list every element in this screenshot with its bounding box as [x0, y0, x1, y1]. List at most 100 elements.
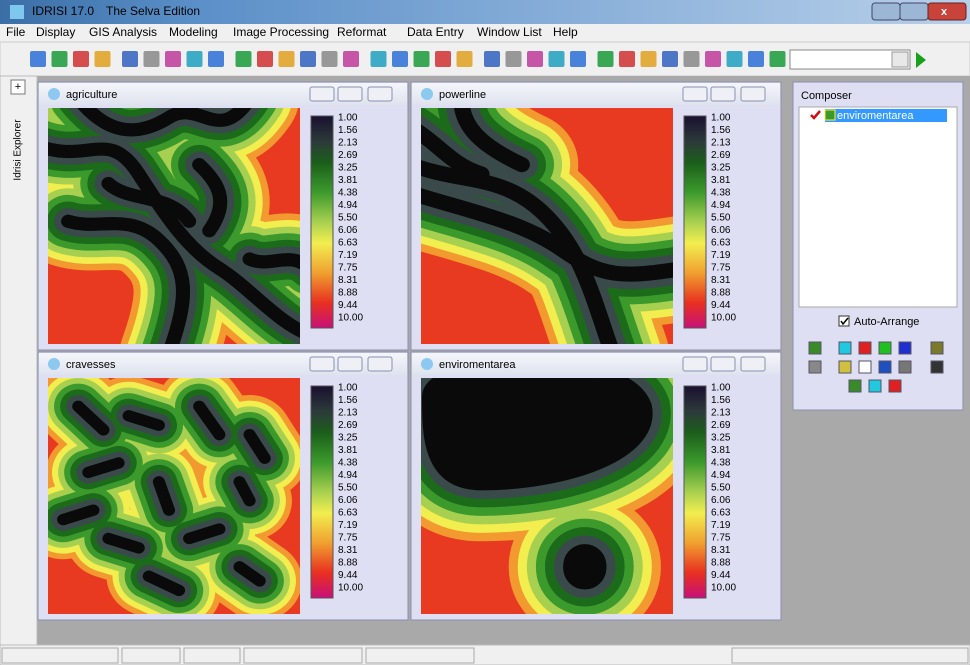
legend-label: 5.50	[711, 213, 731, 224]
toolbar-button[interactable]	[279, 51, 295, 67]
toolbar-button[interactable]	[30, 51, 46, 67]
toolbar-button[interactable]	[619, 51, 635, 67]
composer-tool[interactable]	[931, 342, 943, 354]
composer-tool[interactable]	[859, 361, 871, 373]
toolbar-button[interactable]	[165, 51, 181, 67]
close-button[interactable]	[368, 357, 392, 371]
legend-label: 4.94	[338, 470, 358, 481]
auto-arrange-checkbox[interactable]	[839, 316, 849, 326]
composer-tool[interactable]	[849, 380, 861, 392]
legend-label: 3.25	[338, 163, 358, 174]
composer-tool[interactable]	[809, 342, 821, 354]
minimize-button[interactable]	[872, 3, 900, 20]
maximize-button[interactable]	[711, 357, 735, 371]
composer-tool[interactable]	[899, 361, 911, 373]
toolbar-button[interactable]	[52, 51, 68, 67]
composer-tool[interactable]	[879, 342, 891, 354]
toolbar-button[interactable]	[187, 51, 203, 67]
menu-item[interactable]: Image Processing	[233, 25, 329, 39]
window-icon	[421, 358, 433, 370]
close-button[interactable]	[741, 87, 765, 101]
composer-tool[interactable]	[809, 361, 821, 373]
toolbar-button[interactable]	[435, 51, 451, 67]
legend-label: 1.56	[338, 125, 358, 136]
toolbar-button[interactable]	[73, 51, 89, 67]
toolbar-button[interactable]	[208, 51, 224, 67]
toolbar-button[interactable]	[684, 51, 700, 67]
composer-tool[interactable]	[839, 361, 851, 373]
maximize-button[interactable]	[900, 3, 928, 20]
toolbar-button[interactable]	[371, 51, 387, 67]
legend-label: 2.13	[338, 138, 358, 149]
legend-label: 3.81	[338, 175, 358, 186]
legend-label: 8.88	[711, 288, 731, 299]
legend-label: 8.88	[338, 288, 358, 299]
toolbar-button[interactable]	[257, 51, 273, 67]
composer-tool[interactable]	[869, 380, 881, 392]
toolbar-button[interactable]	[705, 51, 721, 67]
toolbar-button[interactable]	[527, 51, 543, 67]
menu-item[interactable]: Window List	[477, 25, 542, 39]
toolbar-button[interactable]	[122, 51, 138, 67]
toolbar-button[interactable]	[641, 51, 657, 67]
composer-tool[interactable]	[859, 342, 871, 354]
toolbar-button[interactable]	[414, 51, 430, 67]
minimize-button[interactable]	[310, 357, 334, 371]
toolbar-button[interactable]	[300, 51, 316, 67]
composer-tool[interactable]	[899, 342, 911, 354]
explorer-tab[interactable]: Idrisi Explorer	[13, 119, 24, 181]
window-icon	[421, 88, 433, 100]
legend-label: 3.25	[338, 433, 358, 444]
composer-tool[interactable]	[889, 380, 901, 392]
close-button[interactable]	[741, 357, 765, 371]
layer-name[interactable]: enviromentarea	[837, 110, 914, 122]
legend-label: 3.81	[711, 445, 731, 456]
legend-label: 2.69	[338, 420, 358, 431]
toolbar-button[interactable]	[236, 51, 252, 67]
maximize-button[interactable]	[338, 357, 362, 371]
toolbar-button[interactable]	[748, 51, 764, 67]
composer-title: Composer	[801, 90, 852, 102]
map-window: cravesses1.001.562.132.693.253.814.384.9…	[38, 352, 408, 620]
menu-item[interactable]: Help	[553, 25, 578, 39]
combo-arrow[interactable]	[892, 52, 908, 67]
toolbar-button[interactable]	[598, 51, 614, 67]
composer-tool[interactable]	[879, 361, 891, 373]
menu-item[interactable]: Modeling	[169, 25, 218, 39]
minimize-button[interactable]	[683, 357, 707, 371]
toolbar-button[interactable]	[727, 51, 743, 67]
maximize-button[interactable]	[338, 87, 362, 101]
legend-label: 6.06	[338, 495, 358, 506]
close-button[interactable]	[368, 87, 392, 101]
toolbar-button[interactable]	[457, 51, 473, 67]
toolbar-button[interactable]	[570, 51, 586, 67]
legend-label: 10.00	[711, 313, 736, 324]
composer-tool[interactable]	[931, 361, 943, 373]
maximize-button[interactable]	[711, 87, 735, 101]
legend-label: 10.00	[711, 583, 736, 594]
menu-item[interactable]: File	[6, 25, 26, 39]
toolbar-button[interactable]	[506, 51, 522, 67]
toolbar-button[interactable]	[392, 51, 408, 67]
menu-item[interactable]: Display	[36, 25, 75, 39]
toolbar-button[interactable]	[662, 51, 678, 67]
window-title: agriculture	[66, 89, 117, 101]
toolbar-button[interactable]	[484, 51, 500, 67]
legend-label: 4.38	[338, 458, 358, 469]
toolbar-button[interactable]	[343, 51, 359, 67]
auto-arrange-label: Auto-Arrange	[854, 316, 919, 328]
legend-label: 4.38	[711, 458, 731, 469]
toolbar-button[interactable]	[95, 51, 111, 67]
composer-tool[interactable]	[839, 342, 851, 354]
map-image	[421, 366, 673, 614]
menu-item[interactable]: GIS Analysis	[89, 25, 157, 39]
menu-item[interactable]: Reformat	[337, 25, 387, 39]
toolbar-button[interactable]	[770, 51, 786, 67]
toolbar-button[interactable]	[144, 51, 160, 67]
toolbar-button[interactable]	[549, 51, 565, 67]
toolbar-button[interactable]	[322, 51, 338, 67]
minimize-button[interactable]	[310, 87, 334, 101]
legend-label: 4.94	[711, 200, 731, 211]
minimize-button[interactable]	[683, 87, 707, 101]
menu-item[interactable]: Data Entry	[407, 25, 464, 39]
